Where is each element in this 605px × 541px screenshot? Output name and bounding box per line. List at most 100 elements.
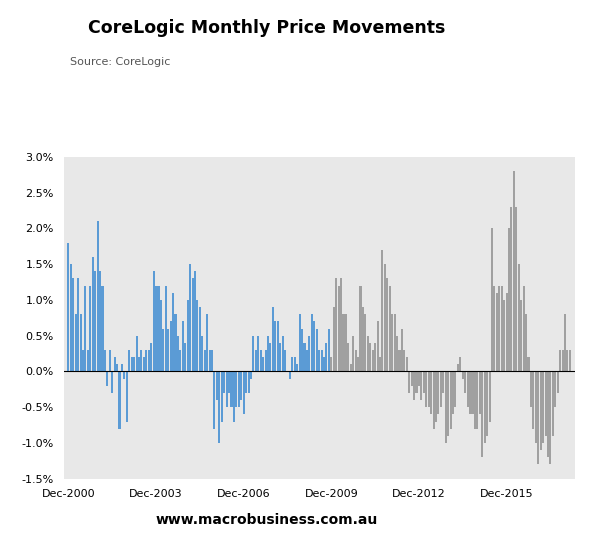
Bar: [450, 372, 451, 428]
Bar: [119, 372, 120, 428]
Bar: [177, 336, 179, 372]
Bar: [169, 321, 172, 372]
Bar: [209, 350, 211, 372]
Bar: [511, 207, 512, 372]
Bar: [508, 228, 510, 372]
Bar: [143, 357, 145, 372]
Bar: [447, 372, 449, 436]
Bar: [391, 314, 393, 372]
Bar: [364, 314, 367, 372]
Bar: [532, 372, 534, 428]
Bar: [430, 372, 432, 414]
Bar: [457, 364, 459, 372]
Bar: [276, 321, 279, 372]
Bar: [496, 293, 498, 372]
Bar: [240, 372, 242, 400]
Bar: [299, 314, 301, 372]
Bar: [376, 321, 379, 372]
Bar: [90, 286, 91, 372]
Bar: [547, 372, 549, 457]
Bar: [454, 372, 457, 407]
Bar: [518, 264, 520, 372]
Text: BUSINESS: BUSINESS: [462, 62, 570, 81]
Bar: [328, 328, 330, 372]
Bar: [401, 328, 403, 372]
Bar: [211, 350, 213, 372]
Bar: [174, 314, 177, 372]
Bar: [435, 372, 437, 421]
Bar: [452, 372, 454, 414]
Bar: [544, 372, 546, 436]
Bar: [352, 336, 355, 372]
Bar: [554, 372, 557, 407]
Bar: [411, 372, 413, 386]
Bar: [167, 328, 169, 372]
Bar: [123, 372, 125, 379]
Bar: [515, 207, 517, 372]
Bar: [371, 350, 374, 372]
Bar: [481, 372, 483, 457]
Bar: [494, 286, 495, 372]
Bar: [179, 350, 182, 372]
Bar: [381, 250, 384, 372]
Bar: [362, 307, 364, 372]
Bar: [503, 300, 505, 372]
Bar: [367, 336, 369, 372]
Bar: [513, 171, 515, 372]
Bar: [104, 350, 106, 372]
Bar: [357, 357, 359, 372]
Bar: [404, 350, 405, 372]
Bar: [469, 372, 471, 414]
Text: CoreLogic Monthly Price Movements: CoreLogic Monthly Price Movements: [88, 19, 445, 37]
Bar: [201, 336, 203, 372]
Bar: [537, 372, 539, 465]
Bar: [204, 350, 206, 372]
Bar: [318, 350, 320, 372]
Bar: [501, 286, 503, 372]
Bar: [94, 272, 96, 372]
Bar: [462, 372, 464, 379]
Bar: [418, 372, 420, 386]
Bar: [535, 372, 537, 443]
Bar: [408, 372, 410, 393]
Bar: [394, 314, 396, 372]
Bar: [323, 357, 325, 372]
Bar: [347, 343, 349, 372]
Bar: [250, 372, 252, 379]
Bar: [189, 264, 191, 372]
Bar: [330, 357, 332, 372]
Bar: [464, 372, 466, 393]
Bar: [228, 372, 230, 393]
Bar: [223, 372, 225, 393]
Bar: [301, 328, 303, 372]
Bar: [559, 350, 561, 372]
Bar: [126, 372, 128, 421]
Bar: [155, 286, 157, 372]
Bar: [483, 372, 486, 443]
Bar: [359, 286, 362, 372]
Bar: [325, 343, 327, 372]
Bar: [150, 343, 152, 372]
Bar: [340, 279, 342, 372]
Bar: [128, 350, 130, 372]
Bar: [542, 372, 544, 443]
Bar: [479, 372, 481, 414]
Bar: [350, 364, 352, 372]
Bar: [162, 328, 165, 372]
Bar: [342, 314, 344, 372]
Text: Source: CoreLogic: Source: CoreLogic: [70, 57, 170, 67]
Bar: [384, 264, 386, 372]
Bar: [184, 343, 186, 372]
Text: MACRO: MACRO: [476, 28, 556, 47]
Bar: [106, 372, 108, 386]
Bar: [445, 372, 446, 443]
Bar: [321, 350, 322, 372]
Bar: [216, 372, 218, 400]
Bar: [92, 257, 94, 372]
Bar: [136, 336, 137, 372]
Bar: [231, 372, 232, 407]
Bar: [138, 357, 140, 372]
Bar: [476, 372, 479, 428]
Bar: [281, 336, 284, 372]
Bar: [235, 372, 237, 407]
